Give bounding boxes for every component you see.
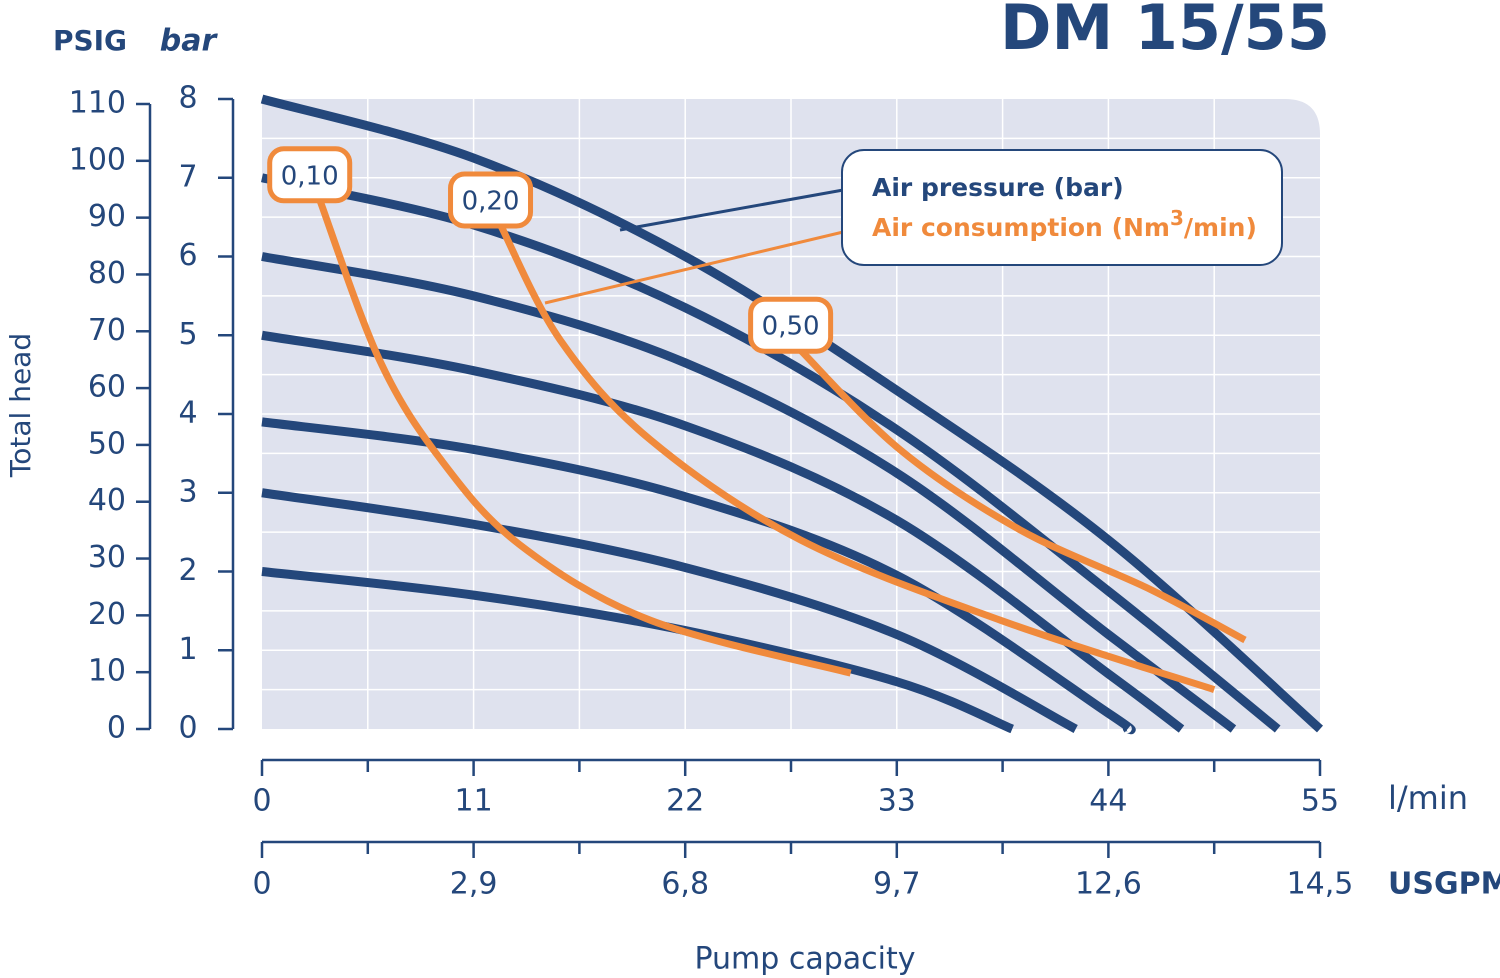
x2-tick-label: 12,6 <box>1075 867 1142 902</box>
curve-label-box <box>748 296 834 354</box>
y2-tick-label: 10 <box>88 654 126 689</box>
x2-tick-label: 2,9 <box>450 867 498 902</box>
x-tick-label: 44 <box>1089 784 1127 819</box>
consumption-curve <box>497 223 1216 693</box>
y2-tick-label: 40 <box>88 483 126 518</box>
x-tick-label: 0 <box>252 784 271 819</box>
legend-entry-part: 3 <box>1170 206 1184 230</box>
legend-entry-part: /min) <box>1184 213 1257 242</box>
y-tick-label: 2 <box>178 553 197 588</box>
legend-leader <box>544 226 861 305</box>
y2-tick-label: 70 <box>88 313 126 348</box>
legend-leader <box>619 185 861 232</box>
x-unit: l/min <box>1388 779 1468 817</box>
pressure-curve <box>261 252 1237 733</box>
curve-label-box <box>267 146 353 204</box>
x-axis-title: Pump capacity <box>694 942 915 977</box>
legend-entry-part: Air consumption (Nm <box>872 213 1170 242</box>
x-tick-label: 55 <box>1301 784 1339 819</box>
x-tick-label: 33 <box>878 784 916 819</box>
x2-unit: USGPM <box>1388 867 1500 902</box>
x2-tick-label: 9,7 <box>873 867 921 902</box>
curve-label: 0,20 <box>462 187 520 217</box>
y-tick-label: 3 <box>178 474 197 509</box>
x2-tick-label: 0 <box>252 867 271 902</box>
legend-entry: Air pressure (bar) <box>872 173 1124 202</box>
y-tick-label: 0 <box>178 711 197 746</box>
y-tick-label: 5 <box>178 317 197 352</box>
y2-tick-label: 60 <box>88 370 126 405</box>
y-tick-label: 7 <box>178 159 197 194</box>
y2-tick-label: 90 <box>88 199 126 234</box>
y-axis-title: Total head <box>4 333 37 478</box>
x2-tick-label: 14,5 <box>1287 867 1354 902</box>
y2-unit: PSIG <box>53 24 127 57</box>
pressure-curve <box>261 488 1078 733</box>
y2-tick-label: 20 <box>88 597 126 632</box>
y-tick-label: 4 <box>178 396 197 431</box>
y2-tick-label: 80 <box>88 256 126 291</box>
y-tick-label: 6 <box>178 238 197 273</box>
y-tick-label: 1 <box>178 632 197 667</box>
y2-tick-label: 100 <box>69 142 126 177</box>
x2-tick-label: 6,8 <box>661 867 709 902</box>
pressure-curve <box>261 330 1185 733</box>
x-tick-label: 11 <box>455 784 493 819</box>
y-unit: bar <box>160 24 219 59</box>
chart-title: DM 15/55 <box>1000 0 1330 64</box>
y2-tick-label: 30 <box>88 540 126 575</box>
x-tick-label: 22 <box>666 784 704 819</box>
y2-tick-label: 0 <box>107 711 126 746</box>
annotations: Air pressure (bar) Air consumption (Nm3/… <box>267 146 1283 354</box>
legend-entry: Air consumption (Nm3/min) <box>872 206 1257 243</box>
y2-tick-label: 50 <box>88 426 126 461</box>
y-tick-label: 8 <box>178 81 197 116</box>
curve-label-box <box>448 171 534 229</box>
curve-label: 0,10 <box>281 161 339 191</box>
legend-box <box>841 149 1283 266</box>
consumption-curve <box>316 198 852 677</box>
curve-label: 0,50 <box>762 312 820 342</box>
consumption-curve <box>798 347 1247 644</box>
y2-tick-label: 110 <box>69 86 126 121</box>
